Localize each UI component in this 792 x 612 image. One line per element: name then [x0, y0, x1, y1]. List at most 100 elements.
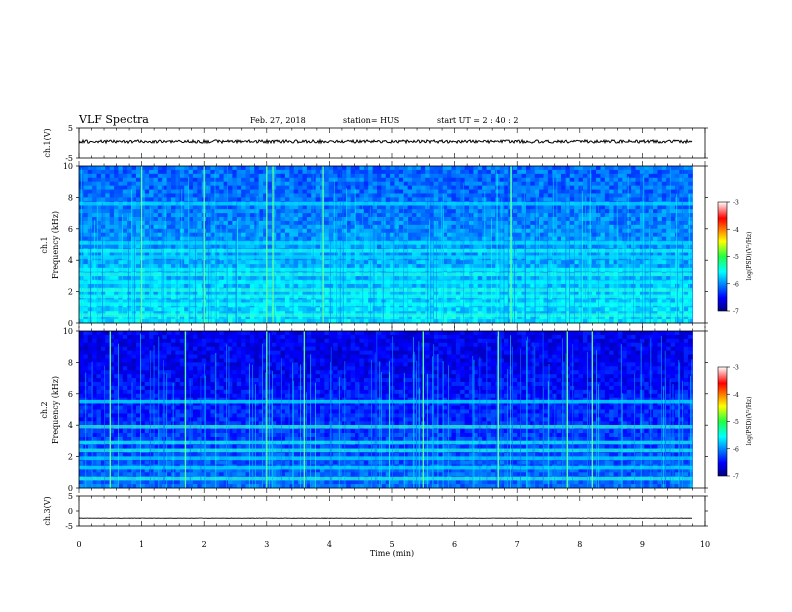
- spectrogram-cell: [451, 291, 457, 296]
- spectrogram-cell: [87, 283, 93, 289]
- spectrogram-cell: [140, 169, 146, 175]
- spectrogram-cell: [416, 232, 422, 238]
- spectrogram-cell: [350, 252, 356, 257]
- spectrogram-cell: [245, 189, 251, 194]
- spectrogram-cell: [412, 244, 417, 249]
- spectrogram-cell: [153, 213, 159, 218]
- spectrogram-cell: [241, 197, 246, 202]
- spectrogram-cell: [635, 197, 641, 202]
- spectrogram-cell: [109, 275, 115, 281]
- spectrogram-cell: [547, 169, 553, 175]
- spectrogram-cell: [254, 275, 260, 281]
- spectrogram-cell: [648, 232, 654, 238]
- spectrogram-cell: [517, 252, 522, 257]
- spectrogram-cell: [184, 205, 189, 210]
- spectrogram-cell: [644, 213, 650, 218]
- spectrogram-cell: [412, 205, 417, 210]
- spectrogram-cell: [666, 224, 671, 230]
- spectrogram-cell: [661, 189, 667, 194]
- spectrogram-cell: [341, 283, 347, 289]
- spectrogram-cell: [429, 264, 435, 269]
- spectrogram-cell: [394, 177, 400, 183]
- spectrogram-cell: [341, 213, 347, 218]
- spectrogram-cell: [214, 197, 220, 202]
- spectrogram-cell: [451, 177, 457, 183]
- spectrogram-cell: [311, 197, 317, 202]
- spectrogram-cell: [626, 232, 632, 238]
- spectrogram-cell: [398, 283, 404, 289]
- spectrogram-cell: [604, 260, 610, 265]
- spectrogram-cell: [666, 169, 671, 175]
- spectrogram-cell: [140, 228, 146, 234]
- spectrogram-cell: [499, 169, 505, 175]
- spectrogram-cell: [100, 169, 106, 175]
- spectrogram-cell: [328, 193, 334, 198]
- spectrogram-cell: [324, 177, 330, 183]
- spectrogram-cell: [162, 209, 168, 214]
- spectrogram-cell: [688, 217, 693, 222]
- spectrogram-cell: [284, 173, 290, 179]
- spectrogram-cell: [293, 189, 299, 194]
- spectrogram-cell: [258, 197, 264, 202]
- spectrogram-cell: [591, 224, 597, 230]
- spectrogram-cell: [114, 220, 119, 226]
- spectrogram-cell: [574, 217, 579, 222]
- spectrogram-cell: [105, 275, 111, 281]
- spectrogram-cell: [131, 217, 137, 222]
- spectrogram-cell: [473, 197, 479, 202]
- spectrogram-cell: [232, 217, 238, 222]
- spectrogram-cell: [267, 205, 273, 210]
- spectrogram-cell: [355, 252, 360, 257]
- spectrogram-cell: [683, 181, 689, 187]
- spectrogram-cell: [219, 173, 224, 179]
- spectrogram-cell: [333, 283, 338, 289]
- spectrogram-cell: [390, 299, 395, 304]
- spectrogram-cell: [245, 205, 251, 210]
- spectrogram-cell: [429, 232, 435, 238]
- spectrogram-cell: [477, 232, 483, 238]
- spectrogram-cell: [407, 260, 413, 265]
- spectrogram-cell: [451, 173, 457, 179]
- spectrogram-cell: [561, 193, 566, 198]
- spectrogram-cell: [219, 197, 224, 202]
- spectrogram-cell: [157, 177, 163, 183]
- spectrogram-cell: [149, 224, 154, 230]
- spectrogram-cell: [688, 224, 693, 230]
- spectrogram-cell: [539, 299, 544, 304]
- spectrogram-cell: [420, 252, 426, 257]
- spectrogram-cell: [591, 217, 597, 222]
- spectrogram-cell: [311, 185, 317, 190]
- spectrogram-cell: [315, 236, 321, 241]
- spectrogram-cell: [245, 224, 251, 230]
- spectrogram-cell: [153, 299, 159, 304]
- spectrogram-cell: [149, 193, 154, 198]
- spectrogram-cell: [661, 260, 667, 265]
- spectrogram-cell: [486, 244, 492, 249]
- spectrogram-cell: [368, 173, 373, 179]
- spectrogram-cell: [223, 177, 229, 183]
- spectrogram-cell: [302, 193, 308, 198]
- spectrogram-cell: [144, 291, 150, 296]
- spectrogram-cell: [184, 220, 189, 226]
- spectrogram-cell: [214, 181, 220, 187]
- spectrogram-cell: [547, 220, 553, 226]
- spectrogram-cell: [504, 166, 509, 171]
- spectrogram-cell: [486, 209, 492, 214]
- spectrogram-cell: [267, 181, 273, 187]
- spectrogram-cell: [105, 264, 111, 269]
- spectrogram-cell: [596, 185, 601, 190]
- spectrogram-cell: [574, 283, 579, 289]
- spectrogram-cell: [254, 224, 260, 230]
- spectrogram-cell: [135, 197, 141, 202]
- spectrogram-cell: [100, 224, 106, 230]
- spectrogram-cell: [460, 177, 466, 183]
- spectrogram-cell: [631, 209, 636, 214]
- spectrogram-cell: [376, 275, 382, 281]
- spectrogram-cell: [245, 283, 251, 289]
- spectrogram-cell: [591, 181, 597, 187]
- spectrogram-cell: [653, 209, 658, 214]
- spectrogram-cell: [83, 220, 89, 226]
- spectrogram-cell: [512, 275, 518, 281]
- spectrogram-cell: [442, 189, 448, 194]
- spectrogram-cell: [670, 291, 676, 296]
